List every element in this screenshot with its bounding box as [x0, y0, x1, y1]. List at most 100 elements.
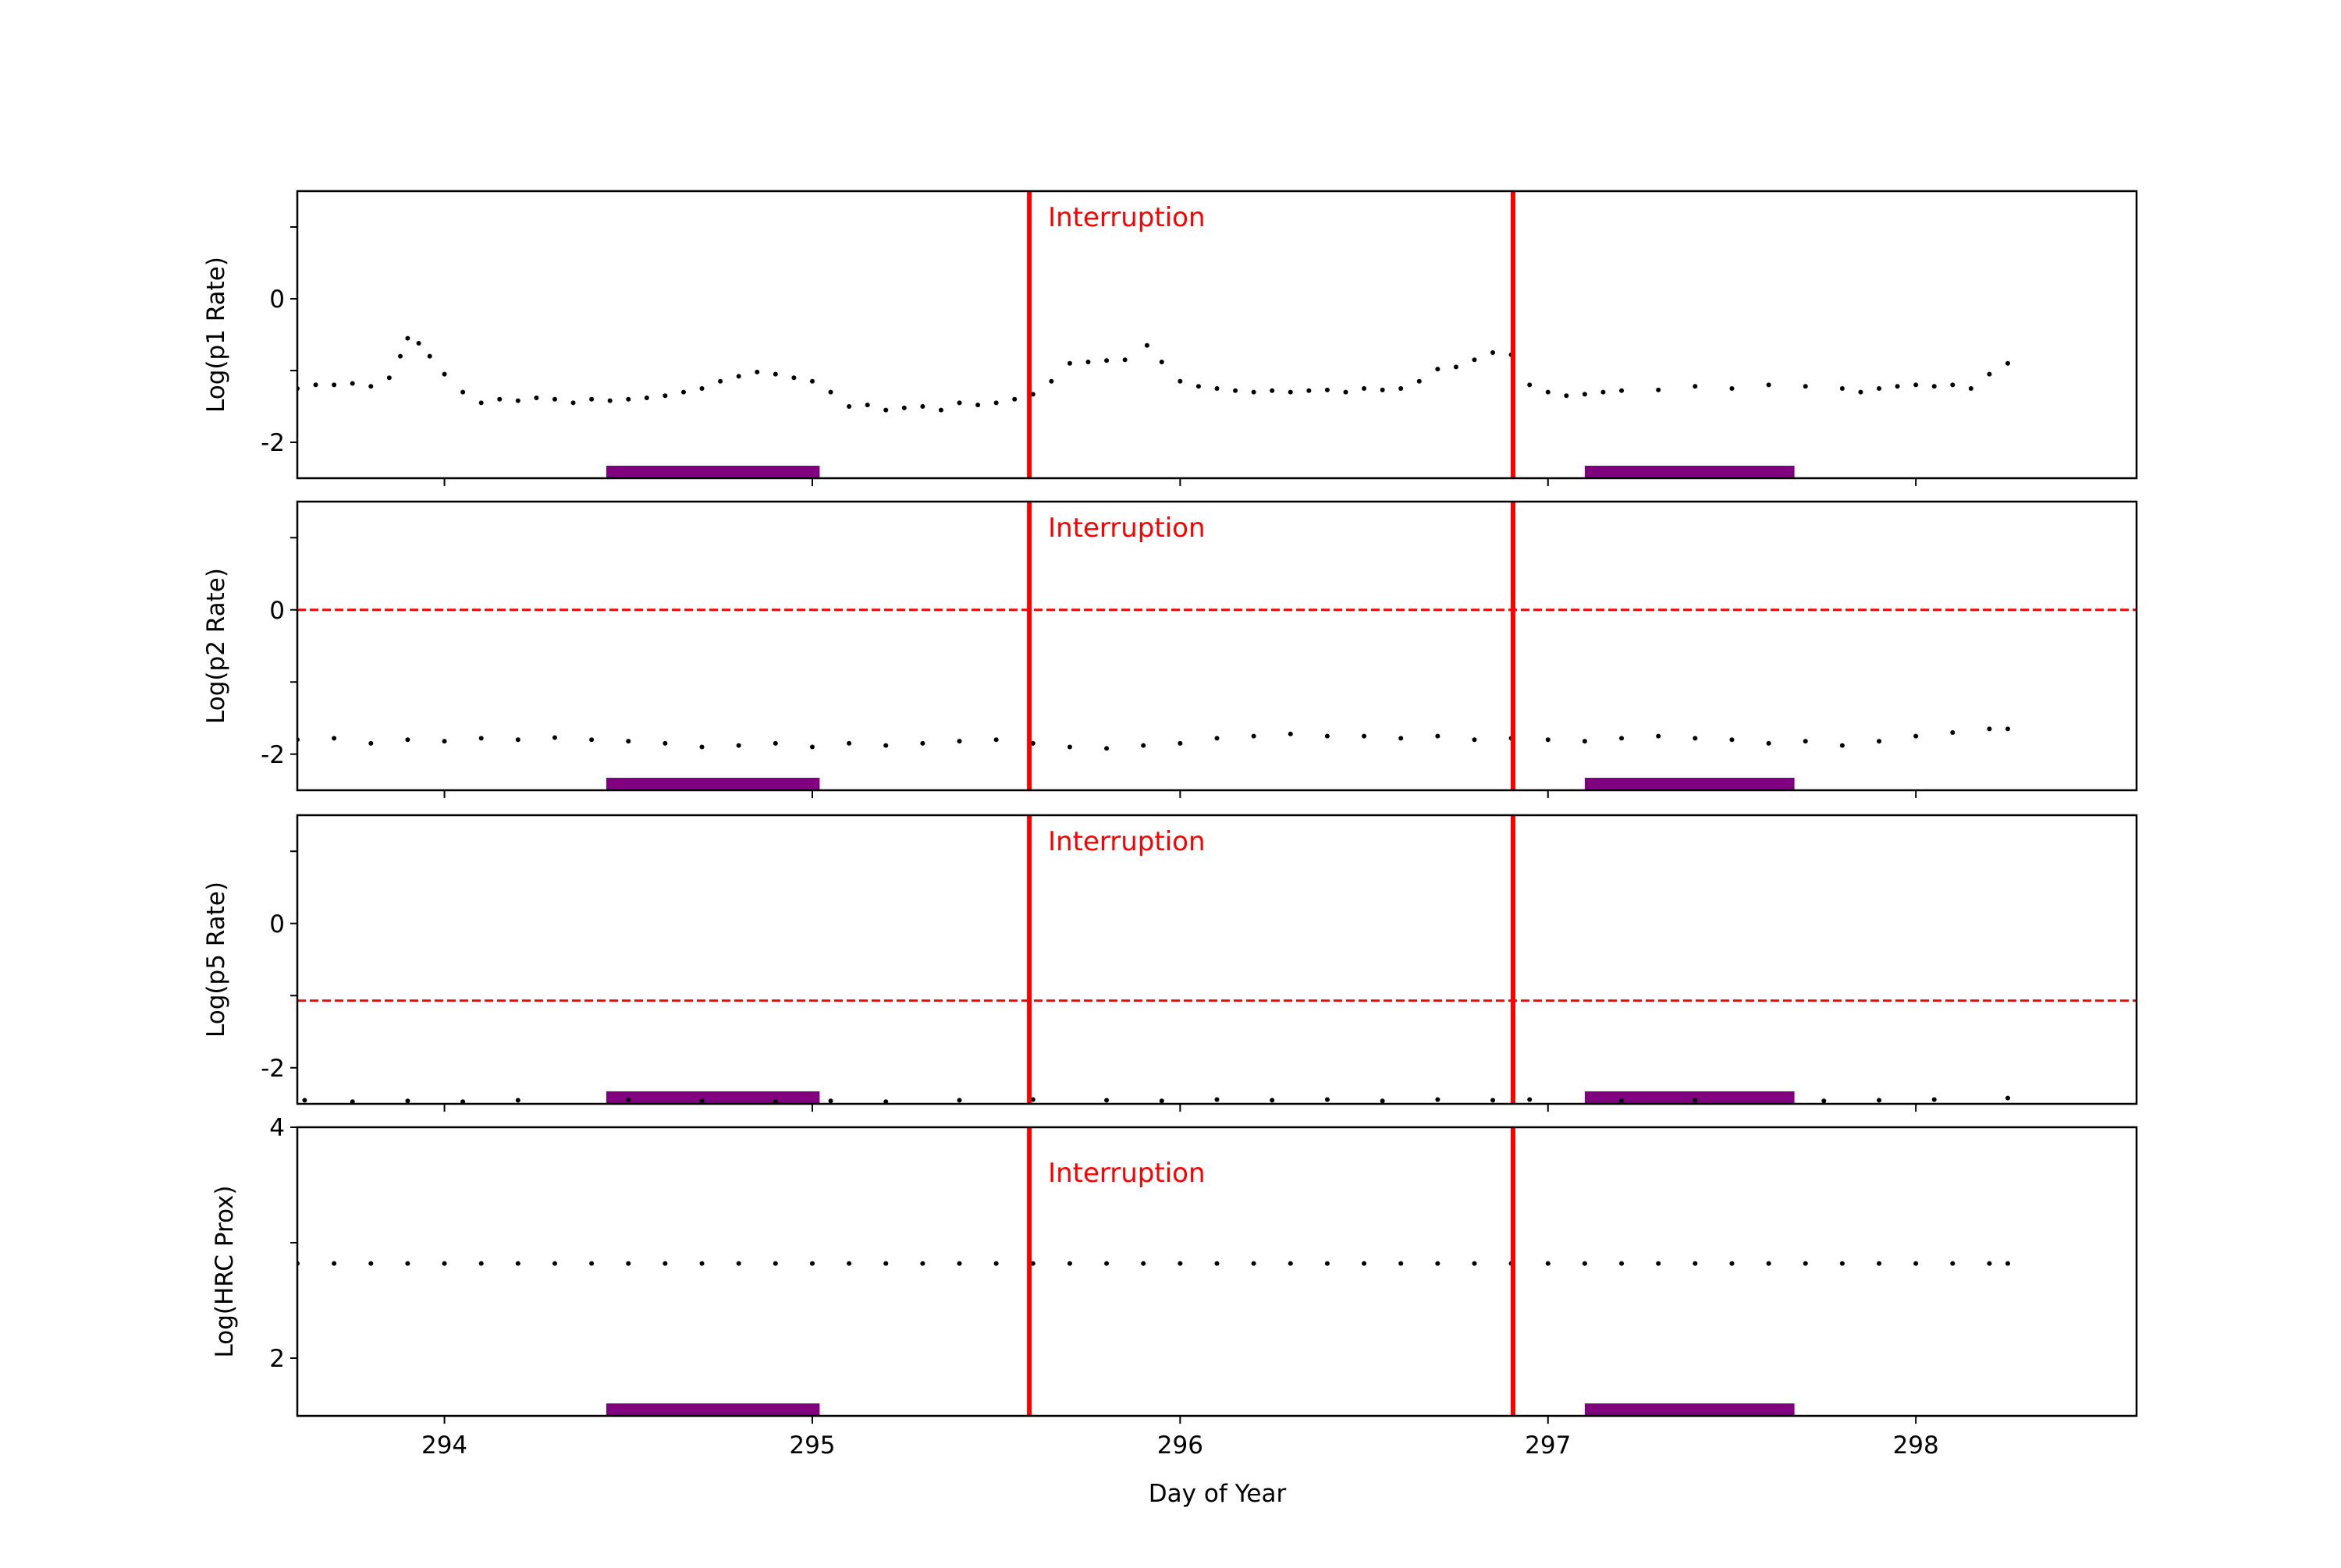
data-point: [1159, 1098, 1164, 1104]
data-point: [1085, 359, 1091, 364]
data-point: [1619, 1261, 1625, 1266]
data-point: [1178, 1261, 1183, 1266]
data-point: [1104, 1098, 1110, 1103]
data-point: [993, 737, 999, 743]
shaded-period-bar: [1584, 1403, 1795, 1416]
data-point: [1564, 393, 1569, 399]
data-point: [1545, 389, 1551, 395]
plot-area: [297, 815, 2137, 1104]
data-point: [442, 739, 447, 744]
data-point: [828, 1098, 833, 1104]
data-point: [1582, 1261, 1587, 1266]
plot-area: [297, 502, 2137, 790]
panel-3: Interruption 0 -2 Log(p5 Rate): [202, 814, 2138, 1112]
data-point: [1582, 392, 1587, 397]
data-point: [1453, 364, 1458, 370]
data-point: [901, 405, 907, 410]
x-tick-label: 296: [1157, 1431, 1203, 1460]
y-axis-label: Log(p2 Rate): [202, 568, 230, 724]
y-tick-label: 4: [269, 1114, 285, 1142]
data-point: [1067, 360, 1072, 366]
data-point: [1049, 378, 1054, 384]
data-point: [755, 369, 760, 374]
data-point: [1895, 384, 1900, 389]
data-point: [1766, 740, 1771, 746]
shaded-period-bar: [1584, 466, 1795, 478]
data-point: [680, 389, 686, 395]
shaded-period-bar: [606, 1403, 820, 1416]
data-point: [1913, 1261, 1919, 1266]
data-point: [1877, 386, 1882, 391]
shaded-period-bar: [606, 1091, 820, 1104]
data-point: [1159, 359, 1164, 364]
data-point: [1839, 1261, 1845, 1266]
axes-frame: [296, 190, 2138, 480]
data-point: [1656, 1261, 1661, 1266]
data-point: [1913, 382, 1919, 388]
data-point: [1435, 733, 1440, 739]
x-axis-label: Day of Year: [1149, 1480, 1287, 1508]
data-point: [478, 1261, 484, 1266]
data-point: [920, 740, 925, 746]
data-point: [1251, 389, 1256, 395]
data-point: [1693, 1261, 1698, 1266]
data-point: [1729, 1261, 1735, 1266]
data-point: [957, 1261, 962, 1266]
data-point: [847, 1261, 852, 1266]
data-point: [993, 1261, 999, 1266]
data-point: [1362, 386, 1367, 391]
data-point: [2005, 360, 2011, 366]
data-point: [332, 1261, 337, 1266]
data-point: [847, 740, 852, 746]
data-point: [1527, 1097, 1533, 1102]
data-point: [1582, 739, 1587, 744]
data-point: [883, 1099, 889, 1104]
data-point: [589, 1261, 595, 1266]
data-point: [1619, 1098, 1625, 1104]
data-point: [1214, 1261, 1220, 1266]
data-point: [552, 1261, 557, 1266]
data-point: [368, 1261, 374, 1266]
data-point: [699, 744, 705, 750]
data-point: [1766, 382, 1771, 388]
data-point: [1030, 1097, 1036, 1102]
y-axis-label: Log(p5 Rate): [202, 882, 230, 1038]
data-point: [1251, 733, 1256, 739]
data-point: [736, 1261, 741, 1266]
data-point: [1619, 736, 1625, 741]
data-point: [1214, 386, 1220, 391]
data-point: [1950, 1261, 1956, 1266]
data-point: [663, 1261, 668, 1266]
data-point: [1545, 737, 1551, 743]
data-point: [626, 1261, 631, 1266]
data-point: [975, 403, 981, 408]
data-point: [1490, 1098, 1496, 1103]
data-point: [1030, 392, 1036, 397]
x-tick-label: 295: [789, 1431, 835, 1460]
y-tick-label: -2: [261, 741, 285, 769]
data-point: [442, 1261, 447, 1266]
data-point: [368, 740, 374, 746]
data-point: [607, 398, 613, 403]
data-point: [1416, 378, 1422, 384]
data-point: [663, 740, 668, 746]
data-point: [350, 1099, 355, 1104]
data-point: [1380, 1098, 1385, 1104]
data-point: [1104, 1261, 1110, 1266]
data-point: [570, 400, 576, 406]
data-point: [1435, 1261, 1440, 1266]
data-point: [350, 381, 355, 386]
data-point: [1030, 1261, 1036, 1266]
data-point: [883, 1261, 889, 1266]
data-point: [1803, 384, 1808, 389]
data-point: [773, 1261, 778, 1266]
data-point: [1693, 384, 1698, 389]
data-point: [809, 1261, 815, 1266]
y-tick-label: -2: [261, 429, 285, 457]
data-point: [1067, 1261, 1072, 1266]
data-point: [1435, 1097, 1440, 1102]
shaded-period-bar: [1584, 1091, 1795, 1104]
data-point: [1490, 350, 1496, 355]
data-point: [1324, 387, 1330, 392]
data-point: [589, 737, 595, 743]
